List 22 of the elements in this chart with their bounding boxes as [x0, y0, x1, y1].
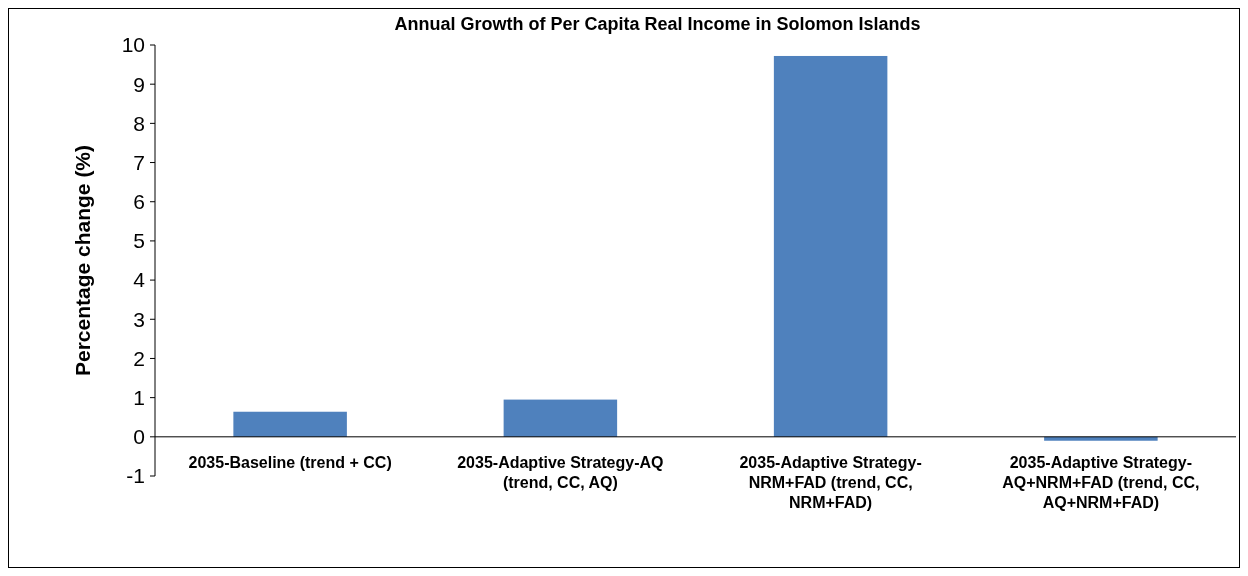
x-tick-label: 2035-Baseline (trend + CC): [188, 453, 392, 471]
bar: [1044, 436, 1158, 441]
x-tick-label: 2035-Adaptive Strategy-NRM+FAD (trend, CC, NRM+FAD): [739, 453, 922, 511]
y-tick-label: 5: [133, 229, 145, 253]
y-tick-label: 3: [133, 307, 145, 331]
y-tick-label: 6: [133, 190, 145, 214]
bar: [233, 411, 347, 437]
y-tick-label: 0: [133, 425, 145, 449]
bar: [773, 55, 888, 437]
y-tick-label: 7: [133, 150, 145, 174]
chart-title: Annual Growth of Per Capita Real Income in Solomon Islands: [394, 14, 921, 34]
y-tick-label: 2: [133, 346, 145, 370]
x-tick-label: 2035-Adaptive Strategy-AQ+NRM+FAD (trend, CC, AQ+NRM+FAD): [1002, 453, 1200, 511]
y-tick-label: 10: [121, 33, 145, 57]
y-tick-label: 4: [133, 268, 146, 292]
y-tick-label: 9: [133, 72, 145, 96]
y-tick-label: 1: [133, 385, 145, 409]
x-tick-label: 2035-Adaptive Strategy-AQ (trend, CC, AQ): [457, 453, 664, 491]
y-tick-label: 8: [133, 111, 145, 135]
bar: [503, 399, 618, 437]
y-tick-label: -1: [126, 464, 145, 488]
y-axis-title: Percentage change (%): [71, 144, 94, 377]
